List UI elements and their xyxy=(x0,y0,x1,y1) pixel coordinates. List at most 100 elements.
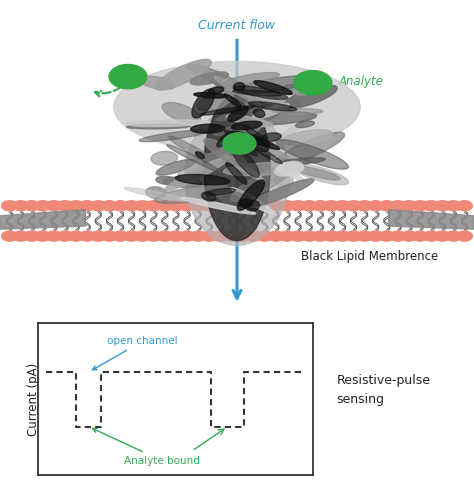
Circle shape xyxy=(212,231,228,241)
Ellipse shape xyxy=(282,158,325,165)
Ellipse shape xyxy=(200,106,255,115)
Ellipse shape xyxy=(192,89,215,118)
Circle shape xyxy=(168,201,184,211)
Ellipse shape xyxy=(224,73,279,85)
Circle shape xyxy=(423,231,439,241)
Circle shape xyxy=(246,201,262,211)
Circle shape xyxy=(91,231,106,241)
Circle shape xyxy=(290,201,306,211)
Ellipse shape xyxy=(245,97,301,110)
Ellipse shape xyxy=(164,157,229,191)
Ellipse shape xyxy=(226,163,247,184)
Circle shape xyxy=(212,201,228,211)
Ellipse shape xyxy=(254,109,265,118)
Circle shape xyxy=(279,231,295,241)
Ellipse shape xyxy=(156,176,178,185)
Circle shape xyxy=(235,231,250,241)
Ellipse shape xyxy=(277,160,302,172)
Ellipse shape xyxy=(247,179,314,207)
Ellipse shape xyxy=(204,139,247,167)
Text: Black Lipid Membrence: Black Lipid Membrence xyxy=(301,250,438,263)
Ellipse shape xyxy=(220,118,264,148)
Ellipse shape xyxy=(252,146,283,164)
Circle shape xyxy=(412,231,428,241)
Circle shape xyxy=(24,201,39,211)
Circle shape xyxy=(357,201,373,211)
Text: Analyte bound: Analyte bound xyxy=(93,428,200,466)
Ellipse shape xyxy=(126,120,210,126)
Ellipse shape xyxy=(225,130,257,156)
Y-axis label: Current (pA): Current (pA) xyxy=(27,363,40,436)
Circle shape xyxy=(135,201,150,211)
Circle shape xyxy=(168,231,184,241)
Circle shape xyxy=(157,201,173,211)
Ellipse shape xyxy=(274,161,303,176)
Ellipse shape xyxy=(284,156,309,172)
Ellipse shape xyxy=(232,146,259,177)
Ellipse shape xyxy=(226,115,273,127)
Ellipse shape xyxy=(213,122,262,135)
Ellipse shape xyxy=(187,64,244,90)
Circle shape xyxy=(13,231,28,241)
Ellipse shape xyxy=(213,81,274,113)
Circle shape xyxy=(46,231,62,241)
Ellipse shape xyxy=(224,94,241,107)
Circle shape xyxy=(268,231,283,241)
Ellipse shape xyxy=(140,76,175,90)
Ellipse shape xyxy=(282,130,333,145)
Circle shape xyxy=(191,201,206,211)
Ellipse shape xyxy=(256,147,284,156)
Ellipse shape xyxy=(194,93,227,98)
Circle shape xyxy=(35,231,51,241)
Circle shape xyxy=(57,231,73,241)
Ellipse shape xyxy=(220,192,255,209)
Circle shape xyxy=(146,201,162,211)
Ellipse shape xyxy=(139,130,208,142)
Ellipse shape xyxy=(234,86,288,99)
Ellipse shape xyxy=(295,121,314,127)
Ellipse shape xyxy=(162,102,201,123)
Ellipse shape xyxy=(271,159,304,182)
Ellipse shape xyxy=(197,91,233,111)
Ellipse shape xyxy=(275,132,345,165)
Circle shape xyxy=(324,201,339,211)
Ellipse shape xyxy=(291,164,349,185)
Circle shape xyxy=(457,201,473,211)
Text: Current flow: Current flow xyxy=(199,19,275,32)
Ellipse shape xyxy=(237,111,283,130)
Ellipse shape xyxy=(277,110,322,141)
Circle shape xyxy=(379,231,395,241)
Circle shape xyxy=(13,201,28,211)
Ellipse shape xyxy=(243,124,270,146)
Text: Analyte: Analyte xyxy=(339,74,384,88)
Circle shape xyxy=(390,231,406,241)
Ellipse shape xyxy=(146,187,166,198)
Circle shape xyxy=(201,201,217,211)
Ellipse shape xyxy=(214,76,261,104)
Circle shape xyxy=(294,71,332,95)
Ellipse shape xyxy=(292,166,340,180)
Circle shape xyxy=(401,201,417,211)
Circle shape xyxy=(368,231,383,241)
Circle shape xyxy=(179,201,195,211)
Circle shape xyxy=(312,231,328,241)
Ellipse shape xyxy=(237,180,264,210)
Ellipse shape xyxy=(167,145,221,172)
Circle shape xyxy=(446,201,461,211)
Circle shape xyxy=(135,231,150,241)
Circle shape xyxy=(223,133,256,154)
Circle shape xyxy=(246,231,262,241)
Circle shape xyxy=(91,201,106,211)
Circle shape xyxy=(79,201,95,211)
Circle shape xyxy=(257,231,273,241)
Ellipse shape xyxy=(124,188,185,201)
Circle shape xyxy=(109,65,147,89)
Circle shape xyxy=(268,201,283,211)
Ellipse shape xyxy=(205,188,236,196)
Ellipse shape xyxy=(216,105,274,121)
Circle shape xyxy=(257,201,273,211)
Circle shape xyxy=(224,201,239,211)
Ellipse shape xyxy=(151,151,178,165)
Ellipse shape xyxy=(277,163,304,175)
Ellipse shape xyxy=(181,197,255,214)
